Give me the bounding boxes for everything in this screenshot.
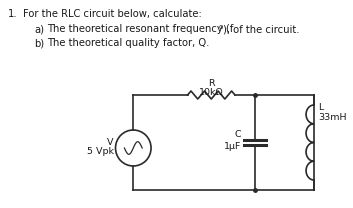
Text: ), of the circuit.: ), of the circuit. <box>223 24 300 34</box>
Text: The theoretical resonant frequency (f: The theoretical resonant frequency (f <box>47 24 234 34</box>
Text: a): a) <box>35 24 44 34</box>
Text: R: R <box>208 79 215 88</box>
Text: The theoretical quality factor, Q.: The theoretical quality factor, Q. <box>47 38 210 48</box>
Text: b): b) <box>35 38 45 48</box>
Text: C: C <box>234 130 241 139</box>
Text: 5 Vpk: 5 Vpk <box>86 147 114 156</box>
Text: For the RLC circuit below, calculate:: For the RLC circuit below, calculate: <box>23 9 202 19</box>
Text: 1μF: 1μF <box>223 142 241 151</box>
Text: 33mH: 33mH <box>318 113 346 122</box>
Text: o: o <box>218 24 223 30</box>
Text: V: V <box>107 138 114 147</box>
Text: 10kΩ: 10kΩ <box>199 88 224 97</box>
Text: L: L <box>318 103 323 112</box>
Text: 1.: 1. <box>8 9 18 19</box>
